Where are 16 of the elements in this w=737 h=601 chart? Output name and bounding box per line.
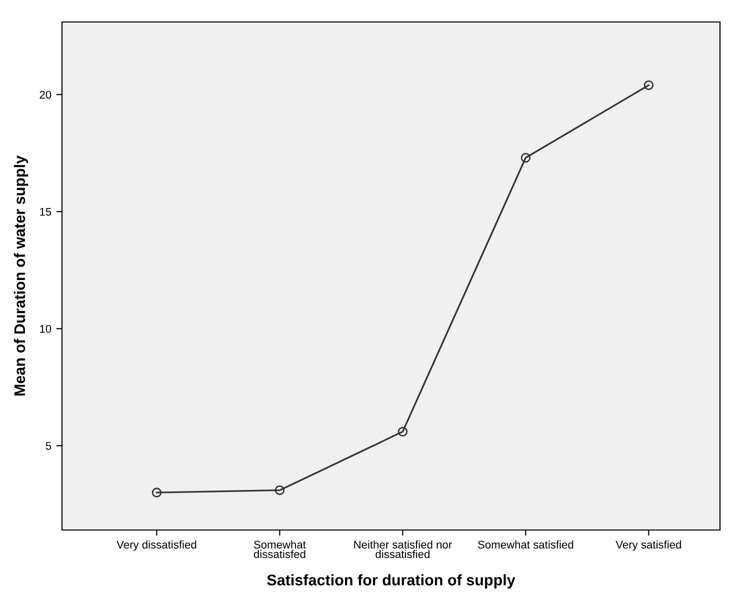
y-tick-label: 10 xyxy=(40,324,52,333)
x-tick-label: Somewhat dissatisfed xyxy=(254,540,306,558)
y-axis-title: Mean of Duration of water supply xyxy=(14,156,28,396)
y-tick-label: 15 xyxy=(40,208,52,216)
x-tick-label: Very dissatisfied xyxy=(116,540,196,551)
x-tick-label: Neither satisfied nor dissatisfied xyxy=(354,540,452,558)
point xyxy=(274,485,285,496)
x-axis-title: Satisfaction for duration of supply xyxy=(267,574,516,588)
point xyxy=(152,488,162,498)
point xyxy=(644,80,654,90)
y-tick-label: 5 xyxy=(46,442,52,450)
y-tick-label: 20 xyxy=(40,90,52,99)
x-tick-label: Very satisfied xyxy=(616,540,681,551)
x-tick-label: Somewhat satisfied xyxy=(478,540,574,549)
point xyxy=(398,426,408,437)
point xyxy=(520,152,531,163)
